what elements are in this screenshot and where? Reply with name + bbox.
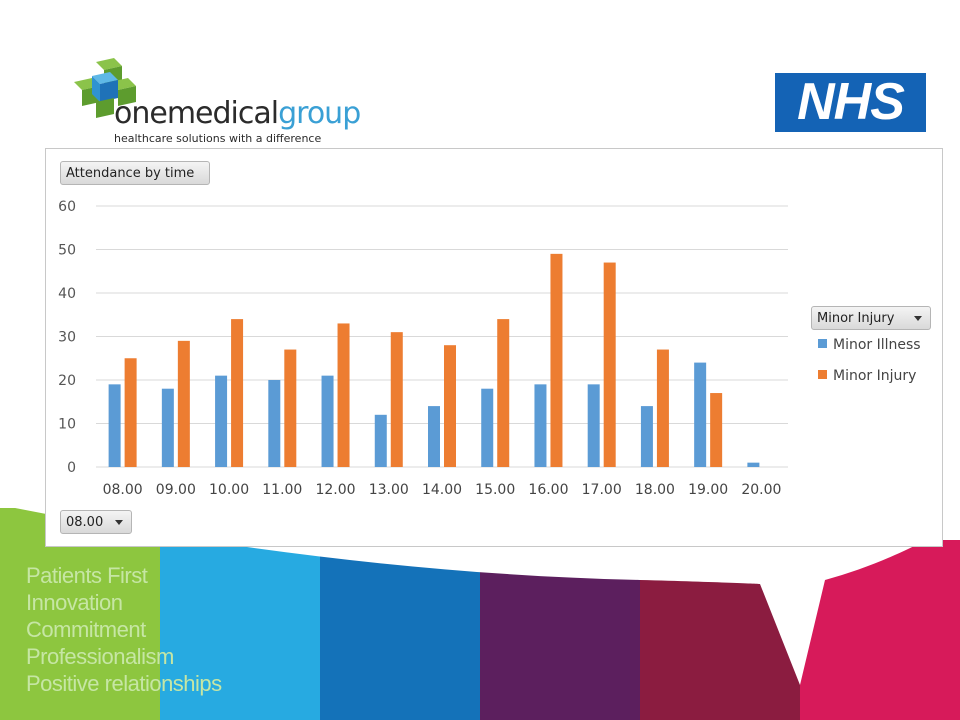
x-tick-label: 09.00	[156, 482, 196, 498]
axis-filter-label: 08.00	[66, 515, 104, 530]
bar-minor-illness	[481, 388, 494, 467]
y-tick-label: 0	[67, 460, 76, 476]
bar-minor-injury	[337, 323, 350, 467]
legend-filter-dropdown[interactable]: Minor Injury	[811, 306, 931, 330]
nhs-logo: NHS	[775, 73, 926, 132]
bar-minor-injury	[284, 349, 297, 467]
x-tick-label: 17.00	[582, 482, 622, 498]
x-tick-label: 12.00	[315, 482, 355, 498]
value-item: Positive relationships	[26, 671, 222, 696]
legend-item-minor-illness: Minor Illness	[818, 337, 921, 353]
bar-minor-injury	[177, 340, 190, 467]
x-tick-label: 18.00	[635, 482, 675, 498]
chevron-down-icon	[914, 316, 922, 321]
bar-minor-injury	[497, 319, 510, 467]
legend-label-minor-illness: Minor Illness	[833, 337, 921, 353]
bar-minor-illness	[374, 414, 387, 467]
legend-swatch-minor-illness	[818, 339, 827, 348]
bar-minor-illness	[215, 375, 228, 467]
bar-minor-illness	[640, 406, 653, 467]
axis-filter-dropdown[interactable]: 08.00	[60, 510, 132, 534]
value-item: Professionalism	[26, 644, 174, 669]
legend-swatch-minor-injury	[818, 370, 827, 379]
bar-minor-illness	[534, 384, 547, 467]
company-values: Patients First Innovation Commitment Pro…	[26, 562, 222, 697]
bar-minor-illness	[747, 462, 760, 467]
field-button-label: Attendance by time	[66, 166, 195, 181]
bar-minor-illness	[321, 375, 334, 467]
bar-minor-injury	[390, 332, 403, 467]
y-tick-label: 10	[58, 417, 76, 433]
bar-minor-injury	[710, 393, 723, 467]
brand-tagline: healthcare solutions with a difference	[114, 132, 322, 145]
y-tick-label: 50	[58, 243, 76, 259]
bar-minor-injury	[550, 253, 563, 467]
bar-minor-illness	[161, 388, 174, 467]
bar-minor-illness	[108, 384, 121, 467]
x-tick-label: 10.00	[209, 482, 249, 498]
x-tick-label: 11.00	[262, 482, 302, 498]
x-tick-label: 13.00	[369, 482, 409, 498]
y-tick-label: 20	[58, 373, 76, 389]
x-tick-label: 19.00	[688, 482, 728, 498]
band-light-blue	[160, 540, 322, 720]
brand-name: onemedicalgroup	[114, 96, 361, 131]
bar-minor-injury	[124, 358, 137, 467]
x-tick-label: 20.00	[741, 482, 781, 498]
cube-logo-icon	[74, 58, 136, 118]
value-item: Commitment	[26, 617, 146, 642]
bar-minor-illness	[587, 384, 600, 467]
brand-name-part1: onemedical	[114, 96, 279, 131]
chart-panel: 0 10 20 30 40 50 60 08.00 09.00 10.00 11.00 12.00 13…	[45, 148, 943, 547]
legend-label-minor-injury: Minor Injury	[833, 368, 917, 384]
value-item: Innovation	[26, 590, 123, 615]
bar-minor-illness	[428, 406, 440, 467]
bar-minor-injury	[656, 349, 669, 467]
onemedical-logo: onemedicalgroup healthcare solutions wit…	[66, 58, 361, 150]
chevron-down-icon	[115, 520, 123, 525]
y-tick-label: 40	[58, 286, 76, 302]
field-button-attendance[interactable]: Attendance by time	[60, 161, 210, 185]
legend-filter-label: Minor Injury	[817, 311, 895, 326]
bar-minor-illness	[694, 362, 707, 467]
bar-minor-injury	[603, 262, 616, 467]
bar-minor-injury	[231, 319, 244, 467]
legend-item-minor-injury: Minor Injury	[818, 368, 916, 384]
x-tick-label: 14.00	[422, 482, 462, 498]
y-tick-label: 30	[58, 330, 76, 346]
bar-minor-illness	[268, 380, 281, 467]
x-tick-label: 08.00	[103, 482, 143, 498]
brand-name-part2: group	[278, 96, 361, 131]
attendance-chart: 0 10 20 30 40 50 60 08.00 09.00 10.00 11.00 12.00 13…	[58, 199, 788, 498]
x-tick-label: 16.00	[528, 482, 568, 498]
x-tick-label: 15.00	[475, 482, 515, 498]
bar-minor-injury	[444, 345, 456, 467]
y-tick-label: 60	[58, 199, 76, 215]
value-item: Patients First	[26, 563, 148, 588]
